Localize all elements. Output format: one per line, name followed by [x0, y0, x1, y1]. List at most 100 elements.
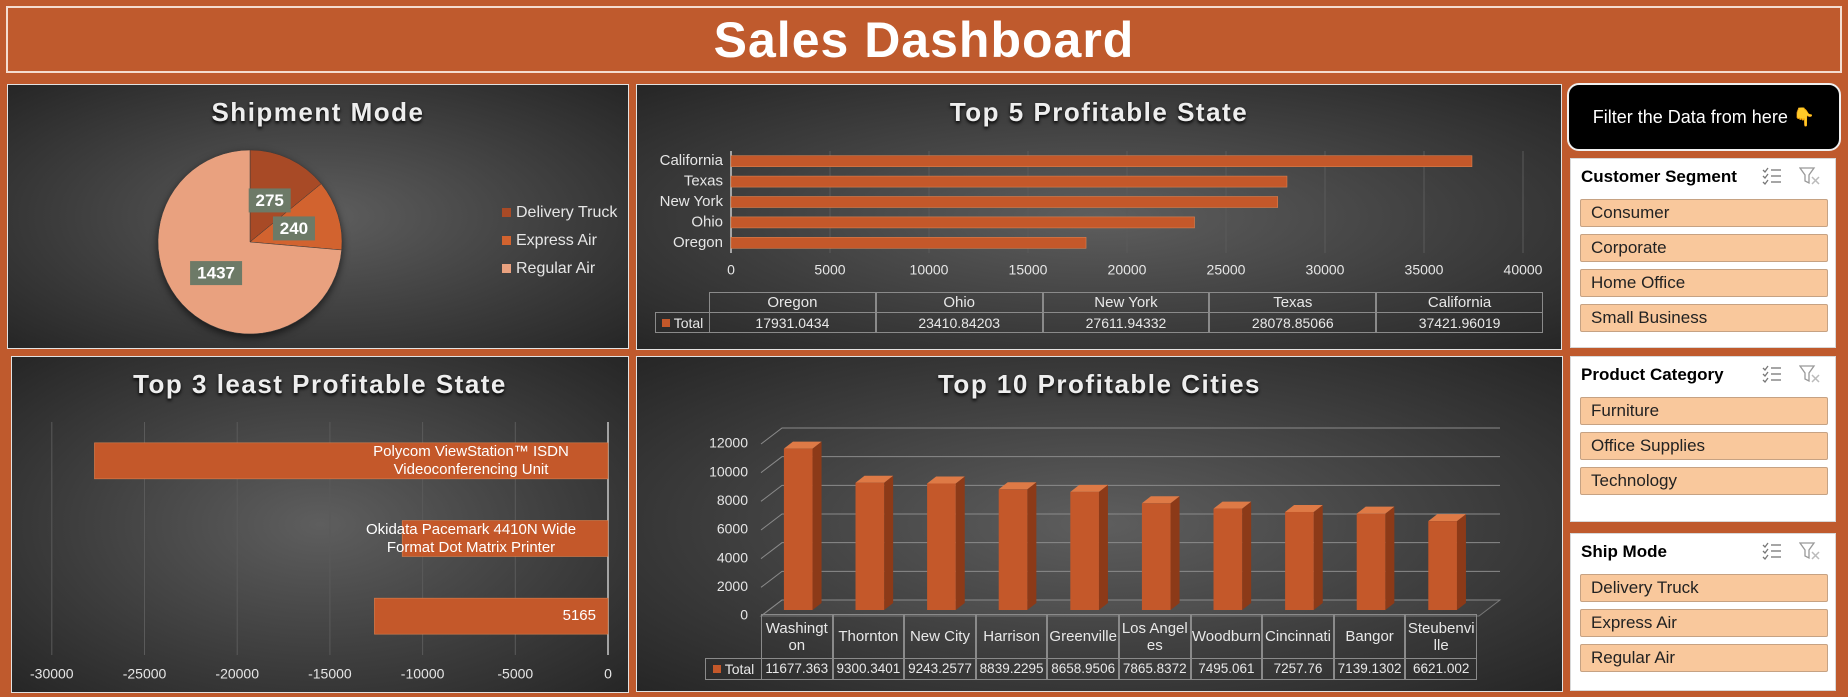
icon-check — [1762, 167, 1769, 173]
table-value: 17931.0434 — [709, 312, 876, 333]
header: Sales Dashboard — [6, 6, 1842, 73]
slicer-item[interactable]: Furniture — [1580, 397, 1828, 425]
data-label: 275 — [256, 191, 284, 210]
clear-filter-icon[interactable] — [1799, 364, 1821, 384]
slicer-item[interactable]: Technology — [1580, 467, 1828, 495]
slicer-item[interactable]: Express Air — [1580, 609, 1828, 637]
slicer-item[interactable]: Office Supplies — [1580, 432, 1828, 460]
column-top — [1141, 496, 1180, 504]
x-tick-label: -15000 — [308, 666, 352, 682]
x-tick-label: 30000 — [1306, 262, 1345, 278]
column-side — [1170, 496, 1180, 610]
table-header: Ohio — [875, 292, 1043, 313]
column — [927, 476, 965, 610]
slicer-item[interactable]: Consumer — [1580, 199, 1828, 227]
multi-select-icon[interactable] — [1761, 541, 1783, 561]
x-tick-label: 5000 — [814, 262, 845, 278]
column-side — [1027, 482, 1037, 610]
table-value: 7865.8372 — [1119, 658, 1191, 680]
grid-line — [760, 570, 1500, 588]
column — [1285, 504, 1323, 610]
x-tick-label: -30000 — [30, 666, 74, 682]
grid-line — [760, 456, 1500, 474]
chart: -30000 -25000 -20000 -15000 -10000 -5000 0 — [30, 422, 612, 682]
table-header: New York — [1042, 292, 1210, 313]
column-top — [927, 476, 965, 484]
y-tick-label: 8000 — [717, 492, 748, 508]
x-tick-label: 10000 — [910, 262, 949, 278]
table-value: 11677.363 — [761, 658, 833, 680]
x-tick-label: 15000 — [1009, 262, 1048, 278]
legend-marker — [502, 208, 511, 217]
chart-title: Top 3 least Profitable State — [133, 369, 507, 399]
x-tick-label: 0 — [727, 262, 735, 278]
column-side — [1313, 504, 1323, 610]
multi-select-icon[interactable] — [1761, 166, 1783, 186]
column-side — [955, 476, 965, 610]
x-tick-label: 35000 — [1405, 262, 1444, 278]
column-top — [1213, 501, 1252, 509]
slicer-item[interactable]: Small Business — [1580, 304, 1828, 332]
column — [1213, 501, 1252, 610]
column-top — [1285, 504, 1323, 512]
x-tick-label: 40000 — [1504, 262, 1543, 278]
legend-label: Express Air — [516, 232, 598, 249]
slicer-item[interactable]: Corporate — [1580, 234, 1828, 262]
x-tick-label: -20000 — [215, 666, 259, 682]
chart-panel: Top 5 Profitable State 0 5000 10000 15000 20… — [636, 84, 1562, 350]
table-value: 6621.002 — [1405, 658, 1477, 680]
table-value: 8658.9506 — [1047, 658, 1119, 680]
icon-check — [1762, 371, 1769, 377]
chart-panel: Top 3 least Profitable State -30000 -2500… — [11, 356, 629, 693]
column — [1070, 484, 1108, 610]
pie — [157, 149, 343, 335]
clear-filter-icon[interactable] — [1799, 541, 1821, 561]
column-front — [1213, 508, 1243, 610]
slicer-item[interactable]: Home Office — [1580, 269, 1828, 297]
y-tick-label: 6000 — [717, 521, 748, 537]
icon-x — [1811, 551, 1820, 560]
legend-marker — [661, 318, 670, 327]
icon-x — [1811, 176, 1820, 185]
chart-panel: Shipment Mode 275 240 1437 Delivery Truck Ex… — [7, 84, 629, 349]
pie-slice — [157, 149, 342, 335]
slicer-item[interactable]: Regular Air — [1580, 644, 1828, 672]
y-tick-label: 2000 — [717, 578, 748, 594]
data-label-box — [248, 188, 291, 213]
column-front — [998, 489, 1028, 610]
table-value: 27611.94332 — [1042, 312, 1210, 333]
chart-title: Top 10 Profitable Cities — [937, 369, 1261, 399]
table-value: 8839.2295 — [975, 658, 1048, 680]
table-header: Cincinnati — [1262, 614, 1334, 659]
column-side — [1098, 484, 1108, 610]
y-tick-label: California — [660, 152, 724, 169]
icon-funnel — [1799, 542, 1816, 560]
column-front — [927, 483, 956, 610]
slicer-title: Ship Mode — [1581, 542, 1667, 561]
legend-marker — [502, 264, 511, 273]
legend-cell: Total — [655, 312, 710, 333]
slicer: Ship Mode Delivery Truck Express Air Regula… — [1570, 533, 1836, 691]
dashboard-title: Sales Dashboard — [713, 11, 1135, 68]
clear-filter-icon[interactable] — [1799, 166, 1821, 186]
icon-check — [1762, 377, 1769, 383]
column-side — [1385, 506, 1395, 610]
table-value: 37421.96019 — [1376, 312, 1543, 333]
slicer-title: Customer Segment — [1581, 167, 1737, 186]
slicer-item[interactable]: Delivery Truck — [1580, 574, 1828, 602]
column-side — [884, 475, 894, 610]
column — [783, 441, 822, 610]
column-front — [1428, 521, 1457, 610]
bar — [730, 175, 1288, 188]
y-tick-label: Oregon — [673, 234, 723, 251]
x-tick-label: 0 — [604, 666, 612, 682]
table-header: Texas — [1209, 292, 1377, 313]
multi-select-icon[interactable] — [1761, 364, 1783, 384]
icon-check — [1762, 548, 1769, 554]
icon-check — [1762, 554, 1769, 560]
column-top — [783, 441, 822, 449]
grid-line — [760, 427, 1500, 445]
table-header: Los Angeles — [1119, 614, 1191, 659]
category-label: Okidata Pacemark 4410N Wide Format Dot M… — [365, 520, 577, 556]
